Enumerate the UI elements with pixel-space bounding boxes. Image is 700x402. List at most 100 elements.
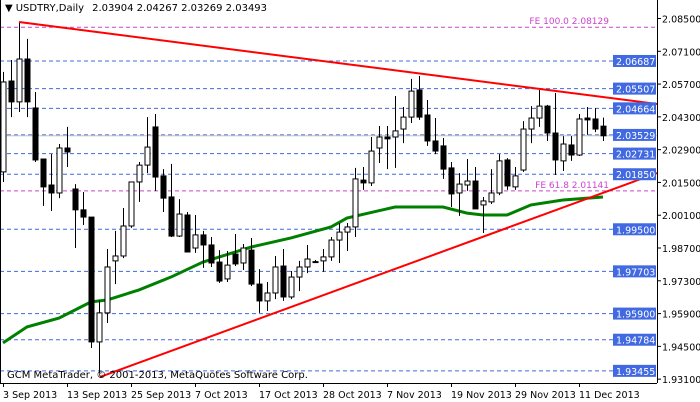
- candle: [256, 269, 263, 313]
- candle-body-bull: [576, 118, 583, 156]
- fibo-label: FE 61.8 2.01141: [535, 181, 609, 191]
- level-price-box: [613, 333, 656, 346]
- candle-body-bear: [184, 214, 191, 253]
- y-tick-label: 1.97300: [662, 277, 700, 288]
- candle: [472, 166, 479, 210]
- x-tick-label: 17 Oct 2013: [259, 390, 318, 401]
- y-tick-label: 2.02900: [662, 146, 700, 157]
- y-tick-label: 2.01500: [662, 178, 700, 189]
- candle-body-bear: [472, 180, 479, 210]
- candle: [120, 207, 127, 259]
- candle: [400, 107, 407, 144]
- candle-body-bull: [96, 312, 103, 343]
- candle: [40, 158, 47, 206]
- candle: [296, 260, 303, 292]
- candle-body-bull: [304, 258, 311, 268]
- candle: [408, 78, 415, 123]
- candle: [168, 163, 175, 238]
- candle-body-bear: [24, 58, 31, 103]
- candle-body-bull: [336, 231, 343, 241]
- candle-body-bull: [352, 178, 359, 228]
- y-tick-label: 2.05700: [662, 80, 700, 91]
- x-tick-label: 3 Sep 2013: [3, 390, 57, 401]
- y-tick-label: 2.07100: [662, 47, 700, 58]
- candle-body-bull: [128, 181, 135, 227]
- level-price-box: [613, 102, 656, 115]
- candle-body-bull: [104, 266, 111, 314]
- candle-body-bull: [16, 58, 23, 103]
- x-tick-label: 19 Nov 2013: [451, 390, 512, 401]
- candle: [280, 248, 287, 301]
- candle-body-bear: [8, 80, 15, 103]
- level-price-box: [613, 128, 656, 141]
- candle: [24, 38, 31, 118]
- candle: [424, 100, 431, 146]
- candle-body-bull: [480, 200, 487, 206]
- candle: [248, 237, 255, 286]
- level-price-box: [613, 168, 656, 181]
- candle: [576, 114, 583, 156]
- y-tick-label: 1.93100: [662, 375, 700, 386]
- x-tick-label: 29 Nov 2013: [515, 390, 576, 401]
- candle: [528, 106, 535, 144]
- candle: [512, 166, 519, 190]
- candle-body-bull: [376, 136, 383, 149]
- candle-body-bull: [0, 81, 7, 173]
- candle-body-bull: [456, 183, 463, 194]
- candle: [520, 121, 527, 172]
- triangle-down-icon[interactable]: ▼: [5, 3, 13, 14]
- x-tick-label: 25 Sep 2013: [131, 390, 191, 401]
- candle-body-bear: [584, 117, 591, 121]
- level-price-label: 1.99500: [616, 225, 655, 236]
- candle: [144, 117, 151, 174]
- candle: [560, 136, 567, 171]
- candle: [8, 59, 15, 118]
- candle-body-bear: [88, 216, 95, 343]
- candle: [536, 89, 543, 127]
- level-price-label: 1.93455: [616, 367, 655, 378]
- level-price-label: 2.05507: [616, 85, 655, 96]
- candle: [392, 96, 399, 168]
- candle: [104, 248, 111, 323]
- candle-body-bear: [544, 105, 551, 134]
- candle-body-bull: [536, 105, 543, 119]
- candle: [488, 169, 495, 204]
- x-tick-label: 7 Nov 2013: [387, 390, 442, 401]
- candle-body-bull: [264, 292, 271, 302]
- candle: [176, 199, 183, 238]
- level-price-label: 2.03529: [616, 131, 655, 142]
- candle: [464, 159, 471, 191]
- candle: [32, 92, 39, 163]
- candle-body-bull: [496, 160, 503, 194]
- y-tick-label: 1.98700: [662, 244, 700, 255]
- candle-body-bull: [176, 213, 183, 237]
- level-price-box: [613, 265, 656, 278]
- candle: [240, 244, 247, 271]
- candle: [272, 255, 279, 300]
- candle-body-bull: [408, 90, 415, 118]
- candle-body-bull: [328, 239, 335, 258]
- candle: [200, 230, 207, 268]
- candle-body-bull: [136, 164, 143, 183]
- candle-body-bear: [312, 261, 319, 264]
- candle: [304, 244, 311, 274]
- candle-body-bear: [360, 179, 367, 184]
- candle: [336, 222, 343, 263]
- candle: [384, 125, 391, 170]
- candle: [568, 136, 575, 161]
- candle: [72, 184, 79, 249]
- candle-body-bear: [504, 159, 511, 187]
- candle-body-bear: [160, 175, 167, 199]
- x-tick-label: 28 Oct 2013: [323, 390, 382, 401]
- candle: [440, 137, 447, 179]
- candle: [584, 107, 591, 135]
- candle-body-bull: [192, 234, 199, 249]
- candle-body-bear: [256, 283, 263, 302]
- trendline: [99, 172, 657, 378]
- level-price-box: [613, 223, 656, 236]
- level-price-box: [613, 147, 656, 160]
- candle-body-bull: [528, 117, 535, 130]
- candle: [96, 300, 103, 374]
- candle: [152, 114, 159, 191]
